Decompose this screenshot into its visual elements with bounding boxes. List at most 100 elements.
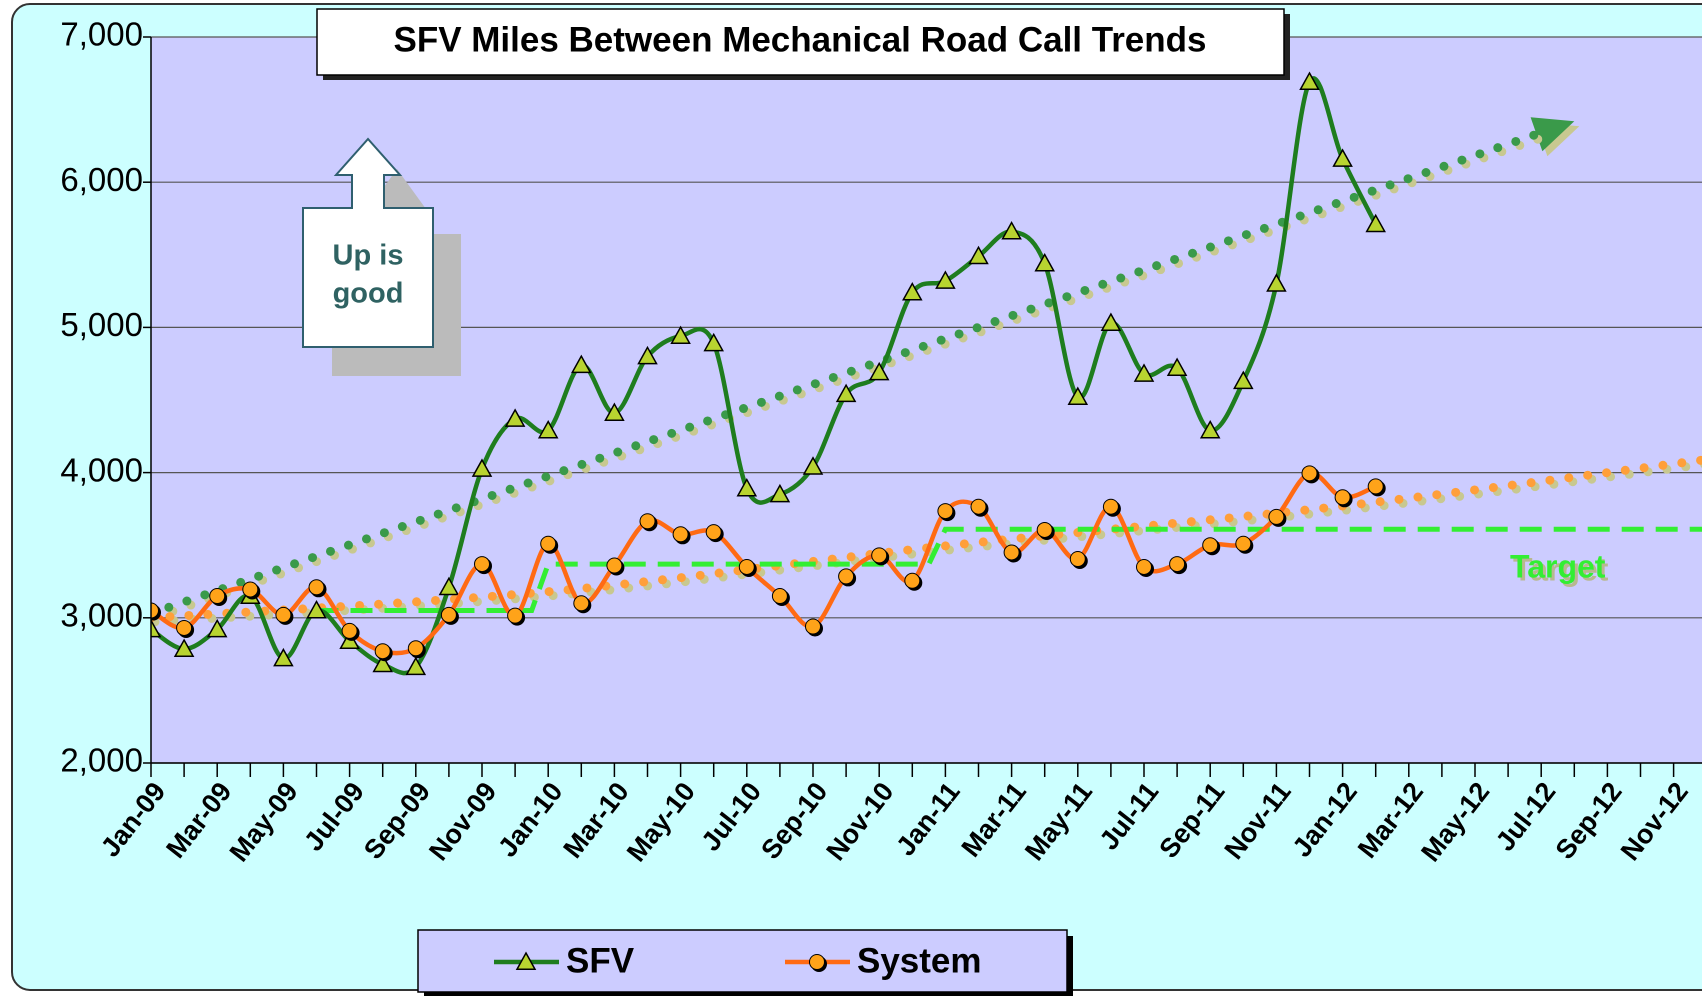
marker [1067,386,1089,406]
callout-text: Up is [333,240,404,272]
marker [1235,535,1252,552]
plot [151,71,1702,676]
marker [1299,71,1320,90]
marker [1233,370,1254,390]
marker [571,354,592,374]
marker [573,595,590,612]
marker [374,643,391,660]
marker [1102,498,1119,515]
marker [902,282,923,301]
marker [968,245,989,265]
marker [151,602,159,619]
marker [769,483,791,503]
marker [151,618,162,638]
marker [1136,558,1152,575]
marker [1001,221,1022,240]
marker [670,325,691,345]
marker [809,954,825,970]
target-label: Target [1510,549,1606,585]
marker [273,647,294,667]
marker [1036,521,1053,538]
marker [1166,357,1188,377]
marker [1169,556,1186,573]
marker [637,345,658,365]
marker [308,579,325,596]
marker [970,498,987,515]
marker [341,622,358,639]
marker [835,383,857,403]
marker [738,558,755,575]
marker [606,557,623,574]
marker [705,524,722,541]
marker [275,606,292,623]
marker [176,619,193,636]
marker [242,581,259,598]
marker [173,638,195,657]
trend-arrow [1530,117,1575,152]
plot-area [151,37,1702,763]
marker [1199,419,1221,439]
trend-line-shadow [151,460,1702,627]
marker [1334,489,1351,506]
marker [209,588,226,605]
legend-label: SFV [566,941,635,980]
marker [771,588,788,605]
marker [868,361,890,381]
marker [306,599,327,619]
marker [407,640,424,657]
marker [206,618,228,638]
y-tick-label: 3,000 [60,597,143,634]
y-tick-label: 4,000 [60,451,143,488]
marker [604,402,625,422]
marker [1301,465,1318,482]
marker [537,419,559,439]
marker [1034,252,1055,272]
legend: SFV System [494,941,982,980]
target-label-shadow: Target [1513,552,1609,588]
trend-line [151,455,1702,623]
marker [703,332,724,352]
marker [438,576,460,596]
title-box [316,8,1285,76]
marker [1332,148,1353,167]
marker [672,526,689,543]
marker [440,606,457,623]
marker [871,547,888,564]
marker [515,951,537,970]
marker [1266,273,1287,292]
marker [1133,363,1155,382]
marker [474,556,490,573]
marker [507,607,524,624]
y-tick-label: 6,000 [60,161,143,198]
marker [1365,213,1386,233]
legend-label: System [857,941,982,980]
marker [1069,550,1086,567]
chart-title: SFV Miles Between Mechanical Road Call T… [393,20,1206,59]
marker [540,535,557,552]
y-tick-label: 5,000 [60,306,143,343]
marker [1202,537,1219,554]
marker [639,513,656,530]
marker [471,458,493,477]
marker [838,568,855,585]
marker [1268,508,1285,525]
trend-line-shadow [151,133,1545,622]
y-tick-label: 2,000 [60,742,143,779]
y-tick-label: 7,000 [60,16,143,53]
marker [935,270,956,289]
marker [1003,544,1020,561]
callout-text: good [333,278,404,310]
marker [1367,478,1384,495]
callout-arrow [302,137,434,348]
trend-line [151,129,1541,618]
series-line [151,471,1377,656]
marker [937,503,954,520]
marker [802,456,824,475]
marker [904,572,921,589]
marker [805,618,821,635]
marker [736,478,758,497]
marker [1100,312,1122,331]
marker [405,656,427,676]
